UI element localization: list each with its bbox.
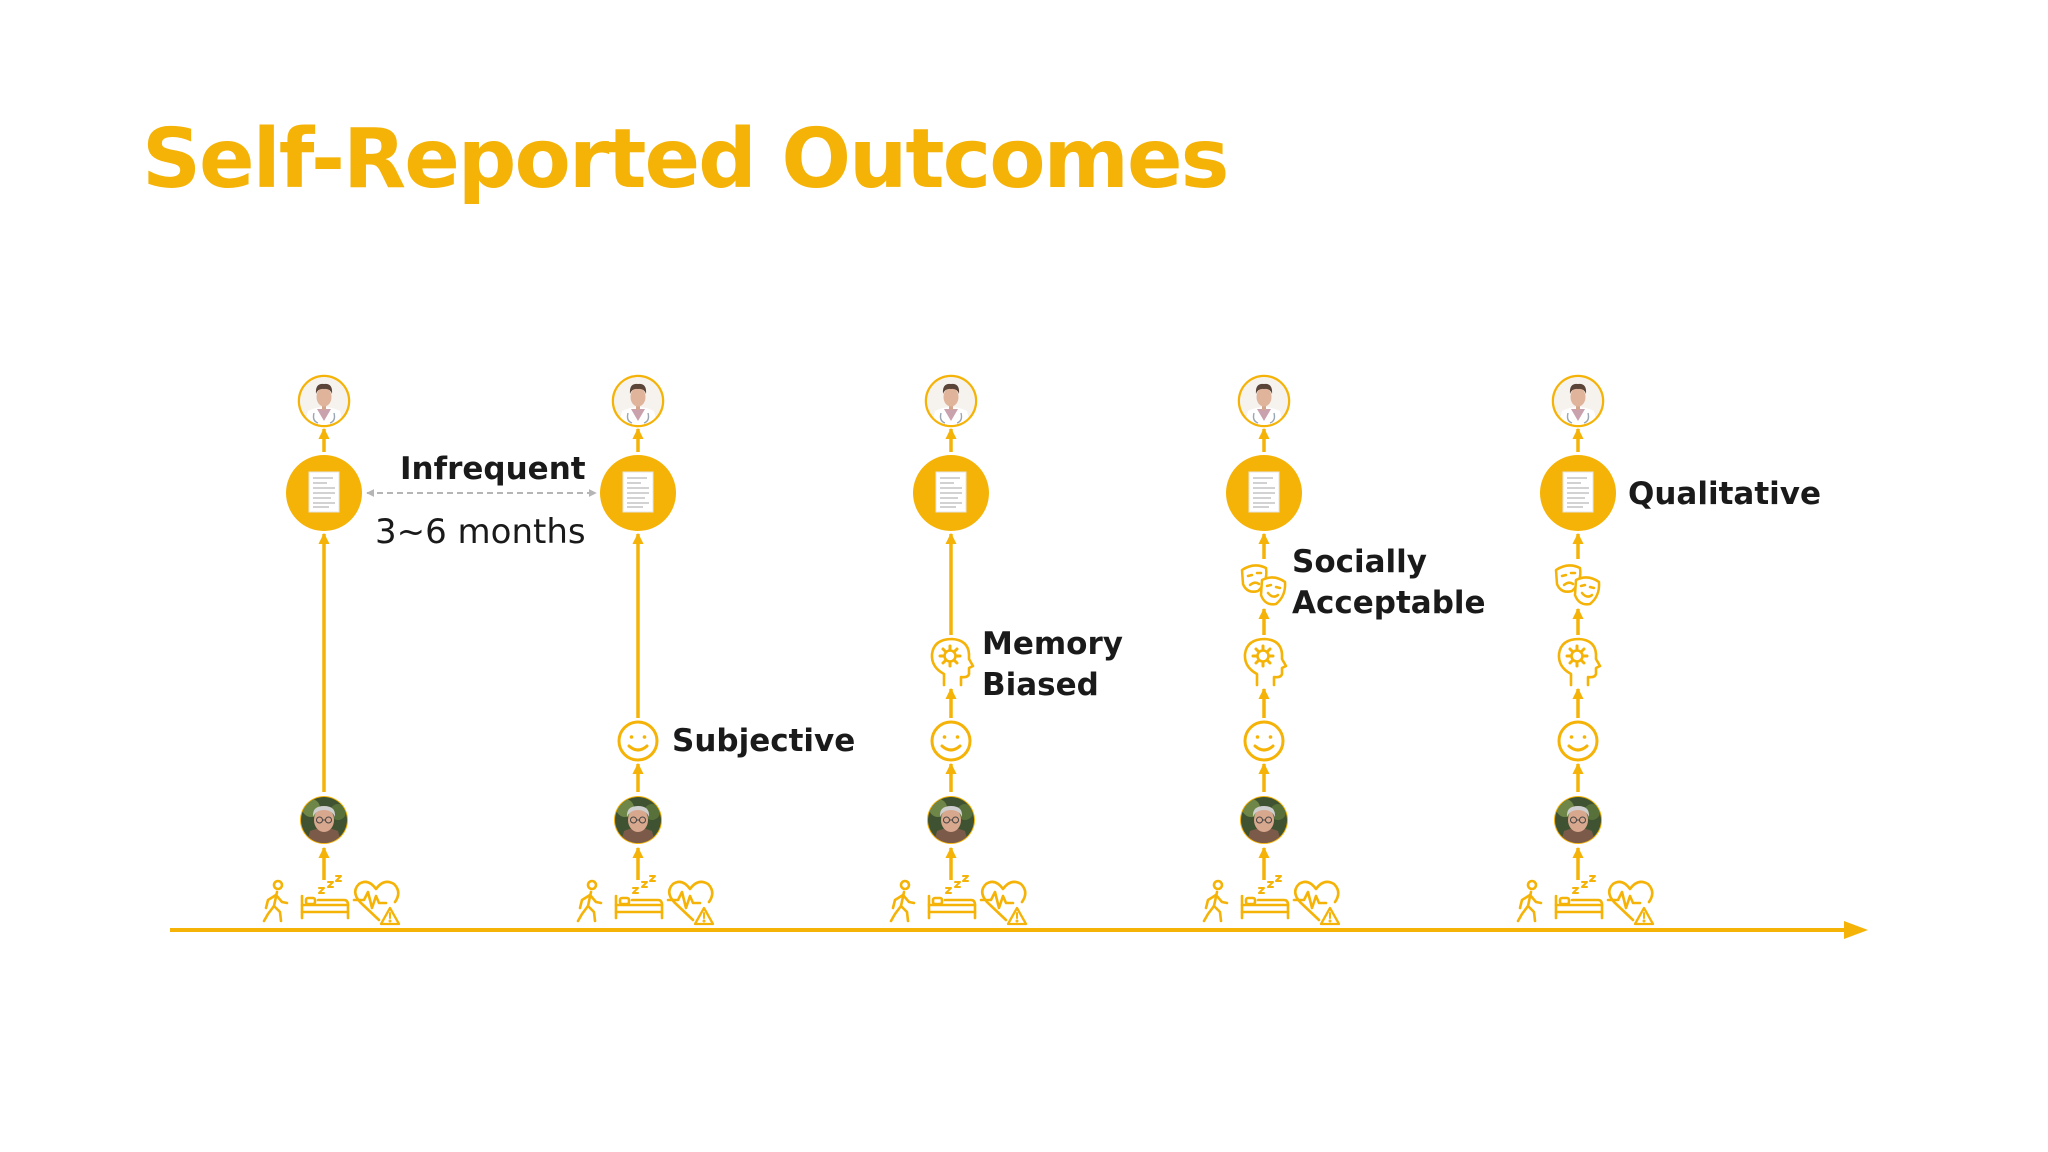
smiley-face-icon (930, 720, 972, 762)
walking-person-icon (889, 879, 916, 923)
patient-avatar (1240, 796, 1288, 846)
clinician-avatar (1553, 376, 1603, 427)
stage-column (1202, 376, 1341, 926)
label-socially-acceptable: Socially Acceptable (1292, 542, 1486, 624)
walking-person-icon (576, 879, 603, 923)
clinician-avatar (1239, 376, 1289, 427)
label-subjective: Subjective (672, 723, 856, 759)
smiley-face-icon (1557, 720, 1599, 762)
heart-rate-alert-icon (352, 880, 401, 926)
heart-rate-alert-icon (1606, 880, 1655, 926)
smiley-face-icon (1243, 720, 1285, 762)
stage-column (576, 376, 715, 926)
report-document-icon (1539, 454, 1617, 532)
label-memory-biased: Memory Biased (982, 624, 1123, 706)
report-document-icon (912, 454, 990, 532)
label-social-line-2: Acceptable (1292, 585, 1486, 621)
theater-masks-icon (1554, 564, 1601, 606)
sleep-bed-icon (300, 874, 350, 920)
stage-column (262, 376, 401, 926)
stage-column (1516, 376, 1655, 926)
heart-rate-alert-icon (979, 880, 1028, 926)
report-document-icon (599, 454, 677, 532)
sleep-bed-icon (1240, 874, 1290, 920)
clinician-avatar (613, 376, 663, 427)
patient-avatar (1554, 796, 1602, 846)
walking-person-icon (1202, 879, 1229, 923)
timeline-arrowhead (1844, 921, 1868, 939)
clinician-avatar (926, 376, 976, 427)
head-gear-icon (1557, 637, 1602, 687)
clinician-avatar (299, 376, 349, 427)
head-gear-icon (930, 637, 975, 687)
label-infrequent: Infrequent (400, 451, 586, 487)
label-qualitative: Qualitative (1628, 476, 1822, 512)
patient-avatar (927, 796, 975, 846)
label-social-line-1: Socially (1292, 544, 1428, 580)
sleep-bed-icon (614, 874, 664, 920)
theater-masks-icon (1240, 564, 1287, 606)
label-memory-line-1: Memory (982, 626, 1123, 662)
smiley-face-icon (617, 720, 659, 762)
walking-person-icon (262, 879, 289, 923)
slide-title: Self-Reported Outcomes (142, 112, 1229, 207)
heart-rate-alert-icon (1292, 880, 1341, 926)
heart-rate-alert-icon (666, 880, 715, 926)
sleep-bed-icon (1554, 874, 1604, 920)
label-interval: 3~6 months (375, 512, 586, 552)
patient-avatar (614, 796, 662, 846)
stage-column (889, 376, 1028, 926)
sleep-bed-icon (927, 874, 977, 920)
head-gear-icon (1243, 637, 1288, 687)
patient-avatar (300, 796, 348, 846)
walking-person-icon (1516, 879, 1543, 923)
report-document-icon (285, 454, 363, 532)
report-document-icon (1225, 454, 1303, 532)
label-memory-line-2: Biased (982, 667, 1099, 703)
